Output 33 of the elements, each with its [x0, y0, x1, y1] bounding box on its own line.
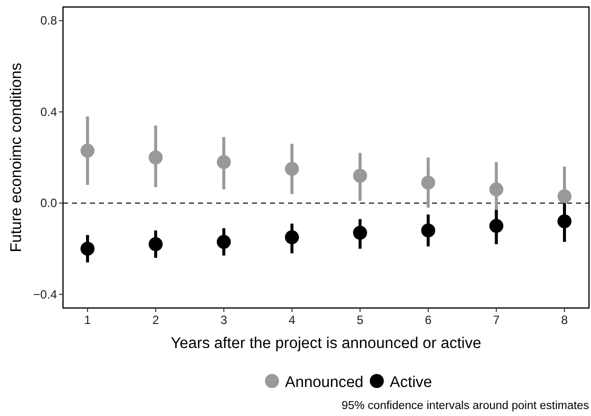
x-tick-label: 2	[152, 313, 160, 327]
point	[216, 234, 231, 249]
y-tick-label: 0.4	[40, 104, 58, 119]
point	[489, 218, 504, 233]
point	[421, 176, 436, 190]
text: 95% confidence intervals around point estimates	[342, 400, 590, 412]
point	[80, 242, 95, 256]
x-tick-label: 7	[492, 313, 500, 327]
x-axis-title: Years after the project is announced or active	[170, 335, 482, 352]
point	[557, 214, 572, 228]
x-tick-label: 4	[288, 313, 296, 327]
y-axis-title: Future econoimc conditions	[8, 62, 25, 252]
point	[80, 144, 95, 158]
y-tick-label: −0.4	[33, 287, 58, 302]
point	[489, 182, 504, 196]
y-tick-label: 0.8	[40, 14, 58, 28]
x-tick-label: 1	[84, 313, 92, 327]
legend-label: Announced	[285, 374, 364, 391]
legend-label: Active	[390, 374, 432, 391]
point	[353, 168, 368, 183]
point	[216, 155, 231, 170]
x-tick-label: 6	[424, 313, 432, 327]
point	[148, 150, 163, 164]
point	[284, 230, 299, 244]
x-tick-label: 8	[561, 313, 568, 327]
y-tick-label: 0.0	[40, 196, 58, 210]
point	[557, 189, 572, 204]
x-tick-label: 5	[356, 313, 364, 327]
point	[353, 226, 368, 240]
point	[148, 237, 163, 252]
point	[421, 223, 436, 238]
x-tick-label: 3	[220, 313, 228, 327]
point	[284, 162, 299, 176]
